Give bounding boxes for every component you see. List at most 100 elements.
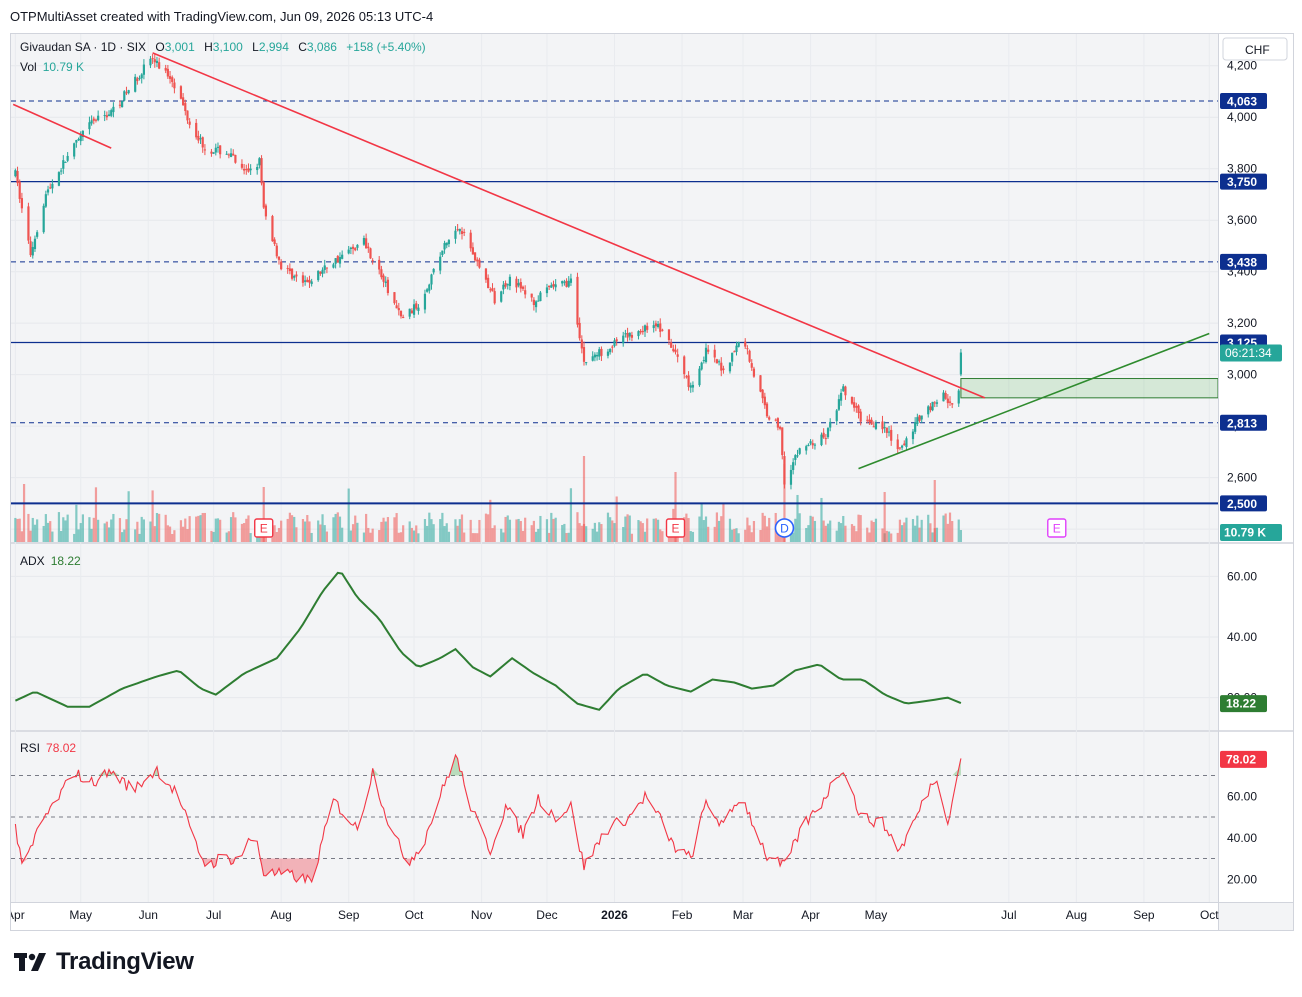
candle-body	[641, 330, 644, 333]
chart-svg[interactable]: E E D E Apr May Jun Jul Aug Sep Oct Nov Dec 2026 Feb M…	[11, 34, 1293, 930]
volume-bar	[245, 518, 248, 542]
candle-body	[689, 385, 692, 388]
volume-bar	[822, 520, 825, 542]
volume-bar	[168, 526, 172, 542]
candle-body	[685, 376, 688, 378]
volume-bar	[362, 532, 366, 542]
candle-body	[301, 275, 305, 283]
candle-body	[951, 403, 954, 405]
volume-bar	[887, 531, 891, 542]
candle-body	[417, 307, 420, 311]
green-trendline	[858, 332, 1210, 470]
candle-body	[916, 417, 919, 425]
candle-body	[232, 153, 235, 156]
volume-bar	[652, 518, 655, 542]
candle-body	[258, 158, 261, 166]
candle-body	[323, 265, 326, 270]
chart-area[interactable]: E E D E Apr May Jun Jul Aug Sep Oct Nov Dec 2026 Feb M…	[10, 33, 1294, 931]
volume-bar	[473, 533, 477, 542]
volume-bar	[81, 514, 84, 542]
volume-bar	[179, 520, 183, 542]
red-trendline	[152, 52, 986, 399]
volume-bar	[951, 521, 954, 542]
dividend-marker	[774, 518, 795, 538]
adx-pane	[14, 571, 962, 711]
candle-body	[598, 349, 601, 357]
candle-body	[809, 441, 812, 444]
candle-body	[550, 285, 553, 288]
candle-body	[670, 342, 673, 348]
candle-body	[430, 274, 433, 285]
candle-body	[77, 139, 80, 141]
candle-body	[469, 232, 472, 249]
candle-body	[761, 389, 764, 399]
volume-bar	[458, 519, 461, 542]
symbol-legend[interactable]: Givaudan SA · 1D · SIX O3,001 H3,100 L2,…	[20, 40, 426, 54]
candle-body	[142, 64, 146, 75]
candle-body	[182, 97, 185, 106]
volume-bar	[798, 513, 801, 542]
trendlines[interactable]	[12, 52, 1210, 470]
volume-bar	[75, 504, 78, 542]
candle-body	[195, 122, 198, 138]
candle-body	[796, 455, 799, 457]
volume-bar	[850, 524, 854, 542]
volume-bar	[735, 528, 738, 542]
candle-body	[615, 339, 618, 342]
candle-body	[234, 154, 237, 163]
candle-body	[656, 323, 660, 327]
volume-bar	[870, 520, 873, 542]
candle-body	[369, 248, 372, 259]
volume-legend[interactable]: Vol 10.79 K	[20, 60, 84, 74]
volume-bar	[478, 519, 481, 542]
candle-body	[319, 271, 322, 274]
candle-body	[537, 300, 540, 302]
volume-bar	[805, 527, 808, 542]
volume-bar	[14, 517, 17, 542]
volume-bar	[173, 530, 176, 542]
volume-bar	[820, 497, 823, 542]
candle-body	[107, 114, 111, 117]
volume-bar	[232, 512, 235, 542]
candle-body	[702, 360, 705, 362]
currency-button[interactable]	[1222, 37, 1288, 61]
candle-body	[857, 405, 860, 414]
candle-body	[46, 189, 50, 193]
volume-bar	[33, 524, 37, 542]
volume-bar	[46, 522, 50, 542]
volume-bar	[310, 532, 313, 542]
volume-bar	[491, 528, 494, 542]
candle-body	[88, 122, 91, 130]
volume-bar	[761, 512, 764, 542]
volume-bar	[395, 513, 398, 542]
candle-body	[460, 231, 464, 235]
candle-body	[898, 447, 902, 449]
rsi-legend[interactable]: RSI 78.02	[20, 741, 76, 755]
level-badge	[1220, 495, 1267, 512]
earnings-marker	[254, 518, 274, 538]
volume-bar	[334, 513, 337, 542]
volume-bar	[216, 518, 220, 542]
volume-bar	[646, 518, 649, 542]
candle-body	[829, 421, 832, 428]
candle-body	[402, 316, 405, 319]
volume-bar	[563, 523, 566, 542]
volume-bar	[628, 515, 631, 542]
candle-body	[371, 260, 374, 262]
candle-body	[548, 285, 551, 288]
volume-bar	[323, 525, 326, 542]
adx-legend[interactable]: ADX 18.22	[20, 554, 81, 568]
candle-body	[458, 228, 461, 232]
tradingview-logo[interactable]: TradingView	[14, 948, 194, 976]
volume-bar	[319, 524, 322, 542]
candle-body	[317, 270, 320, 281]
volume-bar	[700, 502, 703, 542]
candle-body	[123, 91, 126, 101]
volume-spike	[674, 472, 677, 542]
volume-bar	[18, 518, 21, 542]
rsi-badge-label: 78.02	[1226, 752, 1256, 766]
candle-body	[203, 149, 207, 151]
volume-bar	[107, 527, 111, 542]
volume-bar	[112, 513, 115, 542]
